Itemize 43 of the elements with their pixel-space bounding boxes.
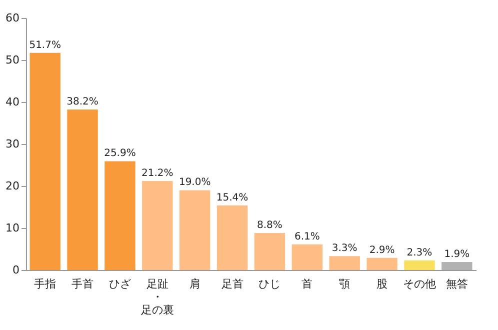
bar: [404, 260, 435, 270]
x-tick-label: 無答: [446, 278, 468, 290]
y-tick-label: 0: [12, 264, 20, 276]
x-tick-label: ひじ: [258, 278, 281, 290]
data-label: 19.0%: [178, 177, 211, 188]
data-label: 25.9%: [104, 148, 136, 160]
data-label: 2.9%: [369, 244, 395, 256]
bar: [179, 190, 210, 270]
data-label: 21.2%: [142, 168, 174, 179]
bar: [67, 110, 98, 270]
bar: [30, 52, 60, 270]
y-tick-label: 60: [6, 12, 20, 24]
x-tick-label: 手指: [34, 278, 56, 290]
data-label: 6.1%: [294, 231, 320, 242]
y-tick-label: 50: [6, 54, 20, 66]
bar: [216, 205, 248, 270]
bar: [329, 256, 360, 270]
bar: [104, 161, 136, 270]
bar: [254, 233, 286, 270]
data-label: 15.4%: [216, 192, 248, 204]
x-tick-label: ひざ: [108, 278, 131, 290]
y-tick-label: 20: [6, 180, 20, 192]
x-tick-label: 股: [376, 278, 388, 290]
bar: [366, 258, 398, 270]
data-label: 8.8%: [257, 220, 282, 232]
y-tick-label: 40: [6, 96, 20, 108]
x-tick-label: 手首: [72, 278, 94, 290]
data-label: 38.2%: [66, 96, 98, 108]
y-tick-label: 10: [6, 222, 20, 234]
x-tick-label: その他: [402, 278, 436, 290]
x-tick-label: 足首: [221, 278, 244, 290]
y-tick-label: 30: [6, 138, 20, 150]
data-label: 3.3%: [332, 243, 358, 254]
x-tick-label: 顎: [339, 278, 350, 290]
x-tick-label: 首: [302, 278, 313, 290]
data-label: 51.7%: [29, 40, 61, 51]
data-label: 2.3%: [406, 247, 432, 258]
x-tick-label: 肩: [189, 278, 200, 290]
data-label: 1.9%: [444, 249, 470, 260]
bar: [142, 180, 173, 270]
bar: [292, 244, 323, 270]
bar: [442, 262, 472, 270]
x-tick-label: 足趾・足の裏: [140, 278, 174, 316]
